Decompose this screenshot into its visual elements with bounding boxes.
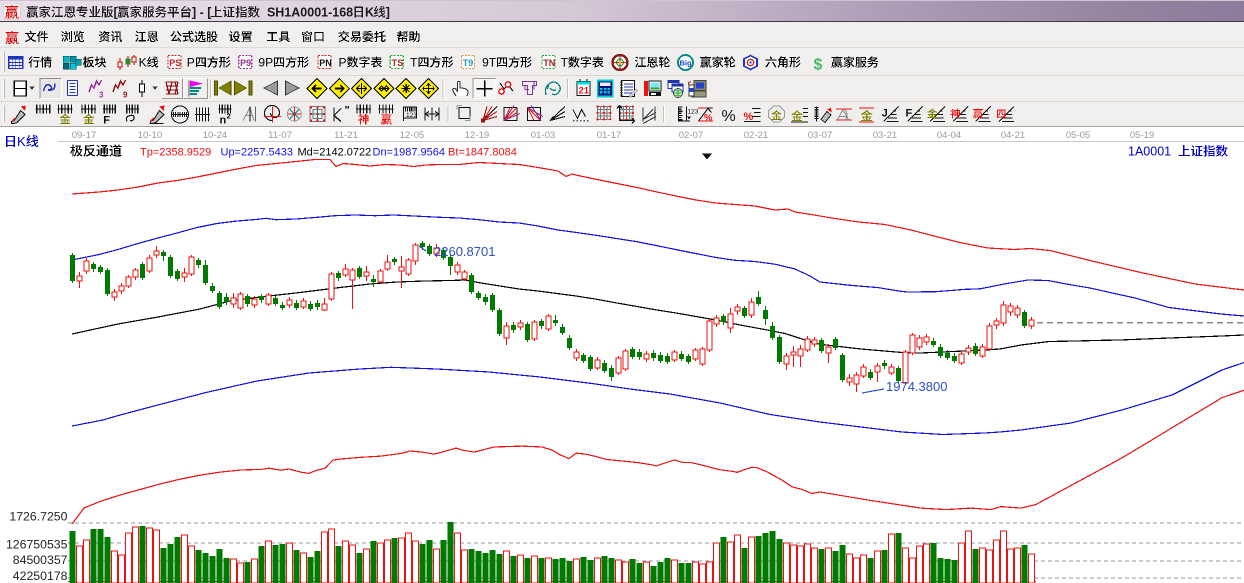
svg-text:] - [: ] - [ bbox=[192, 6, 212, 20]
svg-text:12-05: 12-05 bbox=[400, 130, 425, 141]
svg-text:]: ] bbox=[386, 6, 390, 20]
svg-text:05-19: 05-19 bbox=[1130, 130, 1155, 141]
svg-text:12-19: 12-19 bbox=[465, 130, 490, 141]
svg-text:Up=2257.5433: Up=2257.5433 bbox=[221, 147, 293, 159]
svg-text:%: % bbox=[722, 108, 736, 125]
svg-text:11-07: 11-07 bbox=[268, 130, 292, 141]
svg-text:10-10: 10-10 bbox=[138, 130, 163, 141]
svg-text:1A0001: 1A0001 bbox=[1128, 145, 1178, 159]
svg-text:04-21: 04-21 bbox=[1001, 130, 1026, 141]
svg-text:01-17: 01-17 bbox=[597, 130, 622, 141]
svg-text:P: P bbox=[187, 56, 195, 70]
svg-text:T: T bbox=[543, 58, 549, 68]
svg-text:T: T bbox=[561, 56, 569, 70]
svg-text:F: F bbox=[906, 108, 913, 120]
svg-text:02-07: 02-07 bbox=[679, 130, 704, 141]
svg-text:K: K bbox=[139, 56, 147, 70]
svg-text:F: F bbox=[103, 115, 110, 127]
svg-text:1726.7250: 1726.7250 bbox=[9, 510, 67, 524]
svg-text:T: T bbox=[392, 58, 398, 68]
svg-text:21: 21 bbox=[579, 86, 590, 97]
svg-text:[: [ bbox=[114, 6, 119, 20]
svg-text:9P: 9P bbox=[258, 56, 273, 70]
svg-text:126750535: 126750535 bbox=[6, 537, 68, 551]
svg-text:Dn=1987.9564: Dn=1987.9564 bbox=[373, 147, 445, 159]
svg-text:9T: 9T bbox=[482, 56, 497, 70]
svg-text:42250178: 42250178 bbox=[13, 569, 68, 583]
svg-text:84500357: 84500357 bbox=[13, 553, 68, 567]
svg-text:Big: Big bbox=[680, 59, 693, 68]
svg-text:N: N bbox=[549, 58, 556, 68]
svg-text:03-07: 03-07 bbox=[808, 130, 833, 141]
svg-text:10-24: 10-24 bbox=[203, 130, 228, 141]
svg-text:09-17: 09-17 bbox=[72, 130, 97, 141]
svg-text:2260.8701: 2260.8701 bbox=[434, 244, 495, 259]
svg-text:9: 9 bbox=[123, 91, 128, 100]
svg-text:123: 123 bbox=[688, 109, 699, 116]
svg-text:Bt=1847.8084: Bt=1847.8084 bbox=[448, 147, 517, 159]
svg-text:J: J bbox=[882, 108, 888, 120]
svg-text:n: n bbox=[220, 115, 227, 127]
svg-text:04-04: 04-04 bbox=[937, 130, 962, 141]
svg-text:Md=2142.0722: Md=2142.0722 bbox=[298, 147, 372, 159]
svg-text:T: T bbox=[410, 56, 418, 70]
svg-text:2: 2 bbox=[227, 112, 231, 121]
svg-text:03-21: 03-21 bbox=[873, 130, 898, 141]
svg-text:P: P bbox=[339, 56, 347, 70]
svg-text:PS: PS bbox=[169, 58, 181, 68]
svg-text:%: % bbox=[744, 111, 754, 123]
svg-text:P9: P9 bbox=[240, 58, 251, 68]
svg-text:02-21: 02-21 bbox=[744, 130, 769, 141]
svg-text:T9: T9 bbox=[463, 58, 474, 68]
svg-text:PN: PN bbox=[319, 58, 332, 68]
svg-text:K: K bbox=[17, 134, 26, 149]
svg-text:Tp=2358.9529: Tp=2358.9529 bbox=[140, 147, 211, 159]
svg-text:1974.3800: 1974.3800 bbox=[886, 379, 947, 394]
svg-text:05-05: 05-05 bbox=[1066, 130, 1091, 141]
svg-text:": " bbox=[345, 105, 350, 117]
svg-text:S: S bbox=[397, 58, 403, 68]
svg-text:11-21: 11-21 bbox=[334, 130, 358, 141]
svg-text:01-03: 01-03 bbox=[531, 130, 556, 141]
svg-text:%: % bbox=[704, 113, 713, 124]
svg-text:$: $ bbox=[814, 57, 823, 74]
svg-text:3: 3 bbox=[99, 91, 104, 100]
svg-text:123: 123 bbox=[406, 112, 417, 119]
svg-text:SH1A0001-168: SH1A0001-168 bbox=[260, 6, 353, 20]
svg-text:K: K bbox=[365, 6, 374, 20]
